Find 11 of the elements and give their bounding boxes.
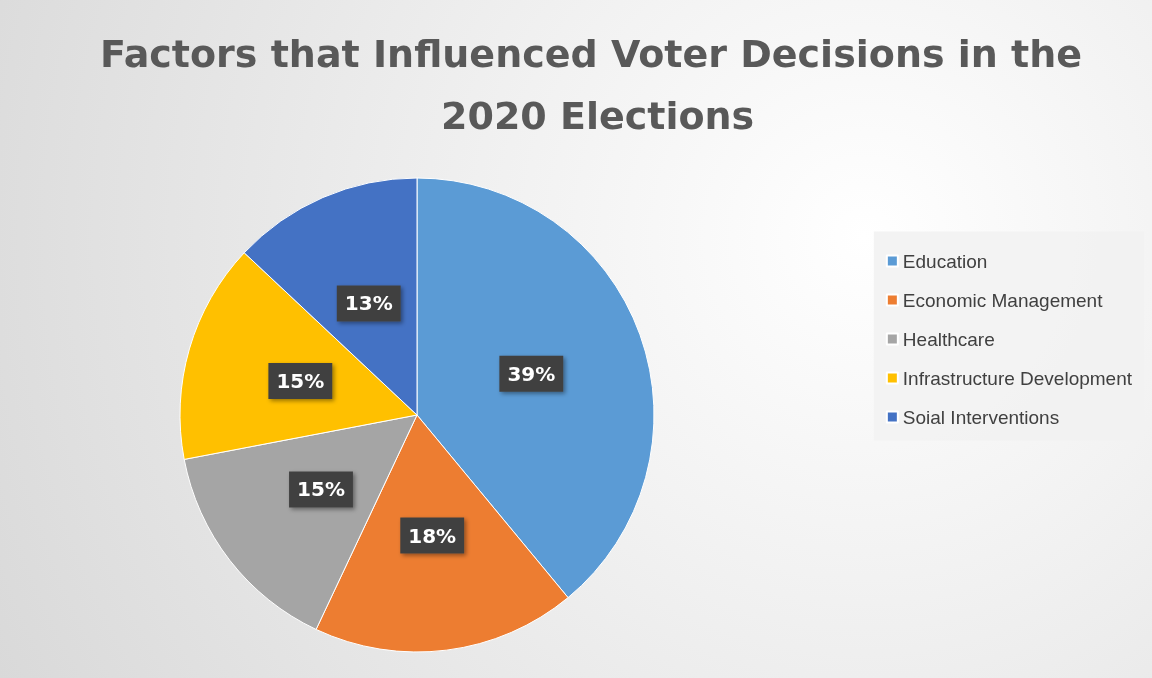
data-label: 18% <box>408 523 457 548</box>
legend-label: Healthcare <box>902 328 995 350</box>
legend-label: Economic Management <box>902 289 1104 311</box>
data-label: 13% <box>344 291 393 316</box>
data-label: 15% <box>276 369 325 394</box>
chart-title: Factors that Influenced Voter Decisions in the 2020 Elections <box>99 32 1083 138</box>
legend-label: Soial Interventions <box>902 406 1060 428</box>
legend-label: Education <box>902 250 988 272</box>
data-label: 39% <box>507 361 556 386</box>
legend-label: Infrastructure Development <box>902 367 1133 389</box>
data-label: 15% <box>297 477 345 502</box>
